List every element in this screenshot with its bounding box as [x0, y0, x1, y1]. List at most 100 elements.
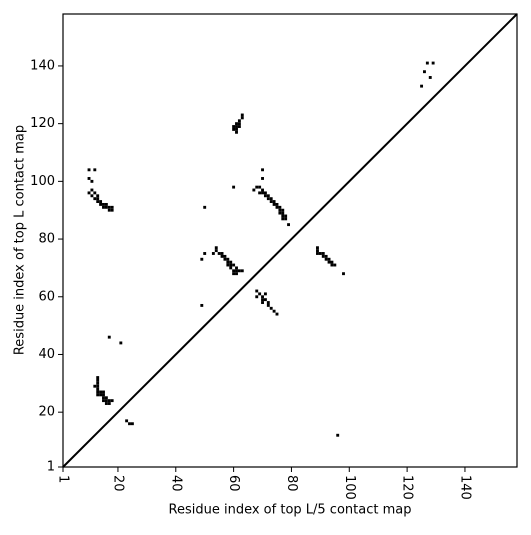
- contact-point: [255, 185, 259, 189]
- contact-point: [275, 202, 279, 206]
- y-tick-label: 100: [30, 174, 55, 189]
- contact-point: [278, 208, 282, 212]
- contact-point: [275, 312, 279, 316]
- contact-point: [237, 122, 241, 126]
- plot-frame: [62, 13, 518, 468]
- contact-point: [263, 298, 267, 302]
- contact-point: [102, 393, 105, 397]
- diagonal-line: [62, 13, 518, 468]
- contact-point: [281, 211, 285, 215]
- contact-point: [235, 122, 238, 126]
- contact-point: [107, 208, 111, 212]
- contact-point: [281, 214, 285, 218]
- contact-point: [281, 208, 285, 212]
- contact-point: [104, 399, 108, 403]
- contact-point: [431, 61, 435, 65]
- contact-point: [226, 257, 230, 261]
- x-tick-label: 60: [226, 475, 241, 492]
- contact-point: [266, 197, 270, 201]
- contact-point: [125, 419, 129, 423]
- contact-point: [104, 205, 108, 209]
- contact-point: [316, 249, 319, 253]
- contact-point: [237, 269, 241, 273]
- contact-point: [324, 254, 328, 258]
- contact-point: [110, 205, 114, 209]
- contact-point: [269, 197, 273, 201]
- contact-point: [263, 292, 267, 296]
- y-tick-label: 40: [38, 347, 55, 362]
- contact-point: [102, 399, 105, 403]
- contact-point: [211, 252, 215, 255]
- contact-point: [110, 399, 114, 403]
- contact-point: [99, 393, 103, 397]
- contact-point: [428, 76, 432, 79]
- contact-point: [266, 303, 270, 307]
- y-tick-label: 80: [38, 232, 55, 247]
- contact-point: [420, 84, 424, 88]
- contact-point: [321, 254, 325, 258]
- x-tick-label: 20: [110, 475, 125, 492]
- y-axis-label: Residue index of top L contact map: [13, 125, 28, 355]
- contact-point: [93, 168, 97, 172]
- contact-point: [96, 194, 100, 198]
- contact-point: [229, 263, 233, 267]
- contact-point: [232, 269, 236, 273]
- contact-point: [263, 191, 267, 195]
- contact-point: [128, 422, 131, 426]
- contact-point: [226, 260, 230, 264]
- contact-point: [87, 168, 91, 172]
- y-tick-label: 140: [30, 58, 55, 73]
- contact-point: [261, 177, 264, 180]
- contact-point: [229, 266, 233, 270]
- y-tick-label: 60: [38, 289, 55, 304]
- x-tick-label: 140: [457, 475, 472, 500]
- contact-point: [269, 306, 273, 310]
- contact-point: [235, 125, 238, 128]
- contact-point: [255, 295, 259, 299]
- y-tick-label: 20: [38, 405, 55, 420]
- contact-point: [110, 208, 114, 212]
- x-axis-label: Residue index of top L/5 contact map: [169, 503, 412, 518]
- contact-point: [336, 433, 340, 437]
- contact-point: [284, 217, 288, 221]
- contact-point: [130, 422, 134, 426]
- contact-point: [252, 188, 256, 192]
- contact-point: [223, 254, 227, 258]
- contact-point: [232, 185, 236, 189]
- contact-point: [235, 269, 238, 273]
- y-tick-label: 1: [47, 460, 55, 475]
- contact-point: [214, 249, 218, 253]
- contact-point: [235, 266, 238, 270]
- contact-point: [90, 179, 94, 183]
- contact-point: [278, 211, 282, 215]
- contact-point: [255, 289, 259, 293]
- x-tick-label: 40: [168, 475, 183, 492]
- contact-point: [235, 272, 238, 276]
- contact-point: [261, 298, 264, 302]
- x-tick-label: 80: [284, 475, 299, 492]
- contact-point: [266, 301, 270, 304]
- contact-point: [99, 390, 103, 394]
- contact-point: [104, 402, 108, 405]
- contact-point: [107, 402, 111, 405]
- contact-point: [96, 387, 100, 391]
- contact-point: [214, 246, 218, 250]
- contact-point: [99, 202, 103, 206]
- contact-point: [272, 200, 276, 203]
- contact-point: [223, 257, 227, 261]
- contact-point: [237, 119, 241, 123]
- contact-point: [229, 260, 233, 264]
- contact-point: [327, 260, 331, 264]
- contact-point: [102, 396, 105, 400]
- contact-point: [269, 200, 273, 203]
- contact-point: [232, 127, 236, 131]
- contact-point: [327, 257, 331, 261]
- contact-point: [266, 194, 270, 198]
- contact-point: [107, 399, 111, 403]
- contact-point: [261, 295, 264, 299]
- contact-point: [96, 393, 100, 397]
- contact-point: [240, 113, 244, 117]
- contact-point: [321, 252, 325, 255]
- contact-point: [261, 188, 264, 192]
- contact-point: [203, 252, 207, 255]
